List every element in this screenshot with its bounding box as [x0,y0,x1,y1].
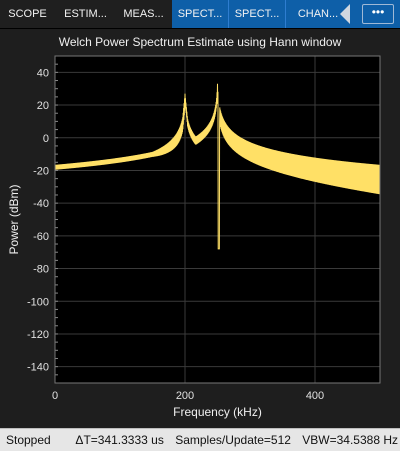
y-tick-label: -140 [27,362,49,374]
status-vbw: VBW=34.5388 Hz [302,433,398,447]
status-samples: Samples/Update=512 [175,433,291,447]
tab-estimation[interactable]: ESTIM... [64,8,107,20]
tab-measurements[interactable]: MEAS... [123,8,164,20]
tab-spectrum-2[interactable]: SPECT... [229,0,285,28]
y-tick-label: 40 [37,67,49,79]
x-axis-label: Frequency (kHz) [173,405,262,419]
y-tick-label: -80 [33,264,49,276]
tab-separator [228,0,229,28]
y-tick-label: -60 [33,231,49,243]
x-tick-label: 0 [52,390,58,402]
y-tick-label: -100 [27,296,49,308]
y-tick-label: -40 [33,198,49,210]
more-tabs-button[interactable]: ••• [340,0,400,28]
status-state: Stopped [6,433,51,447]
chart-title: Welch Power Spectrum Estimate using Hann… [58,35,342,49]
status-delta-t: ΔT=341.3333 us [75,433,164,447]
x-tick-label: 400 [306,390,324,402]
tab-bar: SCOPE ESTIM... MEAS... SPECT... SPECT...… [0,0,400,29]
y-axis-label: Power (dBm) [7,184,21,254]
y-tick-label: -120 [27,329,49,341]
status-details: ΔT=341.3333 us Samples/Update=512 VBW=34… [67,429,398,451]
status-bar: Stopped ΔT=341.3333 us Samples/Update=51… [0,428,400,451]
axes-border [54,55,381,384]
y-tick-label: 0 [43,133,49,145]
tab-channel[interactable]: CHAN... [286,0,350,28]
spectrum-trace [54,83,381,250]
collapse-arrow-icon[interactable] [340,4,350,24]
tab-scope[interactable]: SCOPE [8,8,47,20]
x-tick-label: 200 [176,390,194,402]
y-tick-label: -20 [33,165,49,177]
overflow-dots-icon[interactable]: ••• [362,4,394,24]
tab-spectrum-1[interactable]: SPECT... [172,0,228,28]
y-tick-label: 20 [37,100,49,112]
tab-separator [285,0,286,28]
